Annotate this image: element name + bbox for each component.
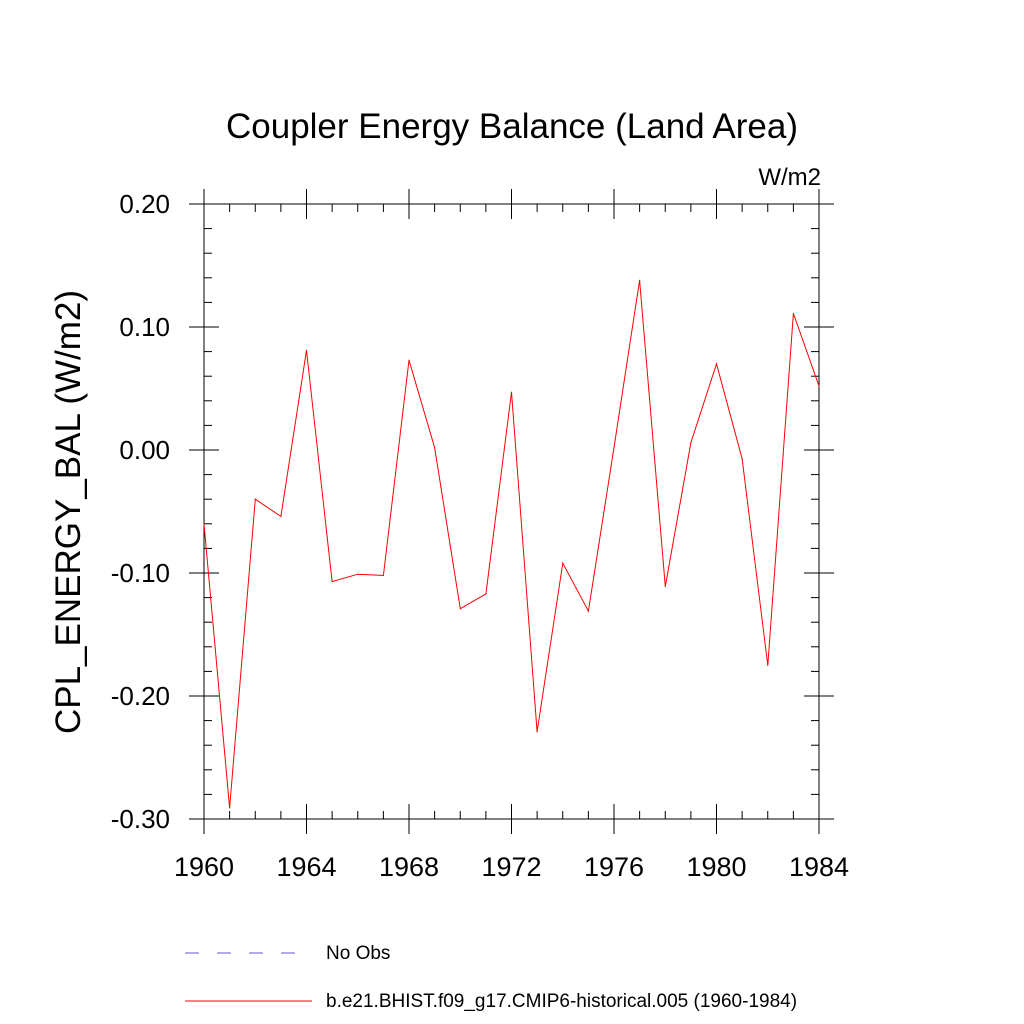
legend-label-no-obs: No Obs	[326, 943, 390, 964]
legend: No Obs b.e21.BHIST.f09_g17.CMIP6-histori…	[185, 943, 797, 1012]
y-axis-label: CPL_ENERGY_BAL (W/m2)	[49, 290, 88, 734]
legend-label-model: b.e21.BHIST.f09_g17.CMIP6-historical.005…	[326, 991, 797, 1012]
x-tick-label: 1960	[174, 852, 234, 882]
y-tick-label: -0.10	[111, 558, 170, 588]
data-point	[510, 391, 513, 393]
x-tick-label: 1976	[584, 852, 644, 882]
data-point	[690, 442, 692, 444]
data-point	[741, 458, 743, 460]
y-tick-labels: -0.30 -0.20 -0.10 0.00 0.10 0.20	[111, 189, 170, 834]
data-point	[280, 515, 282, 518]
x-tick-label: 1972	[481, 852, 541, 882]
y-tick-label: 0.20	[119, 189, 170, 219]
data-point	[767, 664, 769, 666]
data-point	[305, 349, 308, 351]
data-point	[715, 363, 718, 365]
data-point	[536, 731, 538, 733]
chart-title: Coupler Energy Balance (Land Area)	[226, 107, 798, 146]
data-point	[639, 279, 641, 281]
data-point	[382, 574, 384, 577]
y-tick-label: -0.30	[111, 804, 170, 834]
data-point	[562, 562, 564, 564]
y-tick-label: 0.00	[119, 435, 170, 465]
data-point	[331, 581, 333, 583]
x-tick-labels: 1960 1964 1968 1972 1976 1980 1984	[174, 852, 849, 882]
plot-frame	[203, 203, 820, 820]
units-label: W/m2	[758, 164, 821, 191]
data-point	[664, 585, 666, 588]
data-point	[587, 610, 590, 612]
x-tick-label: 1984	[789, 852, 849, 882]
axis-ticks	[189, 189, 834, 834]
data-point	[254, 498, 256, 500]
data-point	[408, 359, 410, 361]
data-point	[613, 446, 615, 449]
data-point	[203, 523, 205, 525]
data-point	[459, 608, 461, 610]
x-tick-label: 1964	[276, 852, 336, 882]
series-lines	[203, 279, 820, 809]
data-point	[229, 807, 231, 809]
data-point	[818, 385, 820, 387]
y-tick-label: -0.20	[111, 681, 170, 711]
series-line-1	[203, 280, 820, 808]
x-tick-label: 1980	[686, 852, 746, 882]
data-point	[357, 573, 359, 575]
data-point	[485, 593, 487, 595]
x-tick-label: 1968	[379, 852, 439, 882]
y-tick-label: 0.10	[119, 312, 170, 342]
data-point	[434, 446, 436, 449]
data-point	[792, 312, 795, 315]
